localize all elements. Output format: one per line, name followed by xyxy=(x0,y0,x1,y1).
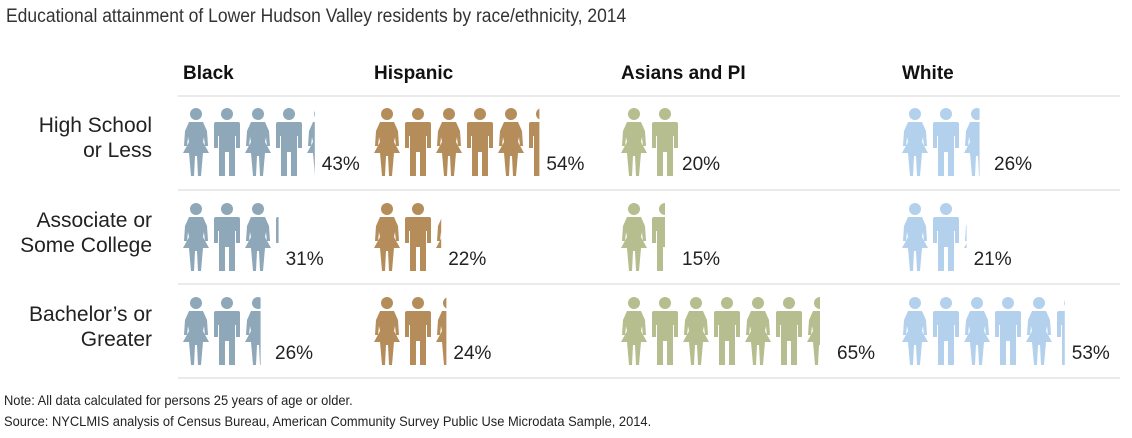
person-icon xyxy=(714,297,740,365)
person-icon xyxy=(245,203,271,271)
chart-title: Educational attainment of Lower Hudson V… xyxy=(6,6,627,27)
header-white: White xyxy=(902,63,954,84)
grid-lines xyxy=(178,95,1120,379)
person-icon xyxy=(683,297,709,365)
person-icon xyxy=(933,297,959,365)
person-icon xyxy=(276,108,302,176)
value-label: 15% xyxy=(682,249,720,270)
person-icon xyxy=(214,203,240,271)
person-icon xyxy=(467,108,493,176)
source-note: Source: NYCLMIS analysis of Census Burea… xyxy=(4,413,652,429)
person-icon xyxy=(405,203,431,271)
value-label: 54% xyxy=(546,154,584,175)
value-label: 31% xyxy=(286,249,324,270)
person-icon xyxy=(374,297,400,365)
person-icon xyxy=(214,297,240,365)
value-label: 26% xyxy=(275,343,313,364)
person-icon xyxy=(964,297,990,365)
value-label: 20% xyxy=(682,154,720,175)
person-icon xyxy=(995,297,1021,365)
row-label-bachelor-s-or-greater: Bachelor’s or Greater xyxy=(29,303,152,351)
person-icon xyxy=(183,297,209,365)
header-black: Black xyxy=(183,63,234,84)
person-icon xyxy=(621,203,647,271)
person-icon xyxy=(436,108,462,176)
header-asians-and-pi: Asians and PI xyxy=(621,63,746,84)
header-hispanic: Hispanic xyxy=(374,63,454,84)
person-icon xyxy=(964,108,980,176)
value-label: 43% xyxy=(322,154,360,175)
person-icon xyxy=(405,297,431,365)
person-icon xyxy=(745,297,771,365)
person-icon xyxy=(902,108,928,176)
person-icon xyxy=(183,108,209,176)
value-label: 24% xyxy=(453,343,491,364)
person-icon xyxy=(405,108,431,176)
person-icon xyxy=(245,297,261,365)
person-icon xyxy=(1026,297,1052,365)
person-icon xyxy=(374,203,400,271)
person-icon xyxy=(776,297,802,365)
person-icon xyxy=(933,203,959,271)
person-icon xyxy=(902,297,928,365)
person-icon xyxy=(498,108,524,176)
pictograph-marks: 43% 31% 26% 54% 22% 24% 20% 15% 65% 26% 21% 53% xyxy=(183,108,1110,365)
person-icon xyxy=(214,108,240,176)
person-icon xyxy=(374,108,400,176)
value-label: 21% xyxy=(974,249,1012,270)
person-icon xyxy=(621,108,647,176)
column-headers: Black Hispanic Asians and PI White xyxy=(183,63,954,84)
value-label: 65% xyxy=(837,343,875,364)
person-icon xyxy=(621,297,647,365)
person-icon xyxy=(183,203,209,271)
value-label: 53% xyxy=(1072,343,1110,364)
value-label: 22% xyxy=(448,249,486,270)
row-label-high-school-or-less: High School or Less xyxy=(39,114,152,162)
person-icon xyxy=(933,108,959,176)
row-labels: High School or Less Associate or Some Colle… xyxy=(20,114,152,351)
row-label-associate-or-some-college: Associate or Some College xyxy=(20,209,152,257)
person-icon xyxy=(652,297,678,365)
value-label: 26% xyxy=(994,154,1032,175)
person-icon xyxy=(807,297,820,365)
footnote: Note: All data calculated for persons 25… xyxy=(4,392,353,408)
person-icon xyxy=(902,203,928,271)
person-icon xyxy=(652,203,665,271)
person-icon xyxy=(652,108,678,176)
person-icon xyxy=(245,108,271,176)
